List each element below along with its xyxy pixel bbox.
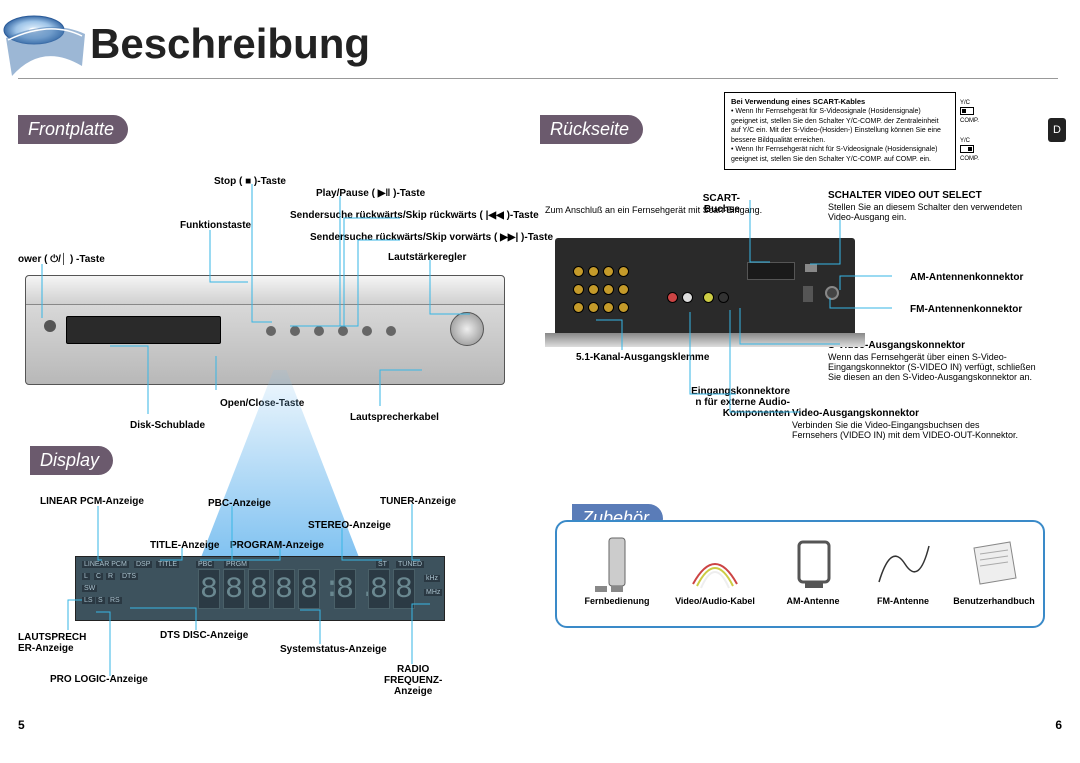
lbl-playpause: Play/Pause ( ▶‖ )-Taste: [316, 188, 425, 199]
comp-2: COMP.: [960, 156, 979, 162]
speaker-terminals-1: [573, 266, 629, 277]
am-jack: [803, 286, 813, 302]
dlbl-program: PROGRAM-Anzeige: [230, 540, 324, 551]
dlbl-prologic: PRO LOGIC-Anzeige: [50, 674, 148, 685]
tag-st: ST: [376, 561, 389, 568]
acc-am-label: AM-Antenne: [773, 596, 853, 606]
dlbl-linearpcm: LINEAR PCM-Anzeige: [40, 496, 144, 507]
lbl-tray: Disk-Schublade: [130, 420, 205, 431]
tag-tuned: TUNED: [396, 561, 424, 568]
tag-prgm: PRGM: [224, 561, 249, 568]
rlbl-video-desc: Verbinden Sie die Video-Eingangsbuchsen …: [792, 420, 1022, 440]
acc-cable: Video/Audio-Kabel: [675, 534, 755, 606]
rlbl-am: AM-Antennenkonnektor: [910, 272, 1023, 283]
lbl-speaker: Lautsprecherkabel: [350, 412, 439, 423]
tag-r: R: [106, 573, 115, 580]
tag-ls: LS: [82, 597, 95, 604]
lbl-function: Funktionstaste: [180, 220, 251, 231]
scart-jack: [747, 262, 795, 280]
tag-pbc: PBC: [196, 561, 214, 568]
dlbl-stereo: STEREO-Anzeige: [308, 520, 391, 531]
tag-linearpcm: LINEAR PCM: [82, 561, 129, 568]
scart-note-title: Bei Verwendung eines SCART-Kables: [731, 97, 865, 106]
yc-1: Y/C: [960, 100, 970, 106]
rear-callouts: [540, 0, 1080, 470]
acc-manual-label: Benutzerhandbuch: [949, 596, 1039, 606]
display-panel: LINEAR PCM DSP TITLE PBC PRGM ST TUNED L…: [75, 556, 445, 621]
speaker-terminals-2: [573, 284, 629, 295]
yc-switch-1: Y/C COMP.: [960, 100, 979, 124]
page-number-right: 6: [1055, 718, 1062, 732]
lbl-stop: Stop ( ■ )-Taste: [214, 176, 286, 187]
pill-display: Display: [30, 446, 113, 475]
tag-khz: kHz: [424, 575, 440, 582]
acc-fm-label: FM-Antenne: [863, 596, 943, 606]
section-rear: Rückseite: [540, 115, 643, 144]
acc-remote: Fernbedienung: [577, 534, 657, 606]
aux-jacks: [667, 292, 693, 303]
lbl-skipback: Sendersuche rückwärts/Skip rückwärts ( |…: [290, 210, 539, 221]
video-jacks: [703, 292, 729, 303]
tag-dsp: DSP: [134, 561, 152, 568]
tag-dts: DTS: [120, 573, 138, 580]
yc-switch-2: Y/C COMP.: [960, 138, 979, 162]
rlbl-fm: FM-Antennenkonnektor: [910, 304, 1022, 315]
scart-note-b2: Wenn Ihr Fernsehgerät nicht für S-Videos…: [731, 146, 937, 162]
tag-c: C: [94, 573, 103, 580]
pill-front: Frontplatte: [18, 115, 128, 144]
fm-jack: [825, 286, 839, 300]
dlbl-lautsprech: LAUTSPRECH ER-Anzeige: [18, 632, 86, 654]
pill-rear: Rückseite: [540, 115, 643, 144]
section-display: Display: [30, 446, 113, 475]
acc-manual: Benutzerhandbuch: [949, 534, 1039, 606]
rlbl-switch-desc: Stellen Sie an diesem Schalter den verwe…: [828, 202, 1048, 222]
rlbl-kanal: 5.1-Kanal-Ausgangsklemme: [576, 352, 709, 363]
lbl-volume: Lautstärkeregler: [388, 252, 466, 263]
page-number-left: 5: [18, 718, 25, 732]
device-front-illustration: [25, 275, 505, 385]
tag-title: TITLE: [156, 561, 179, 568]
video-switch: [805, 264, 817, 272]
rlbl-scart-desc: Zum Anschluß an ein Fernsehgerät mit Sca…: [545, 205, 762, 215]
dlbl-title: TITLE-Anzeige: [150, 540, 219, 551]
language-tab: D: [1048, 118, 1066, 142]
comp-1: COMP.: [960, 118, 979, 124]
rlbl-svideo-desc: Wenn das Fernsehgerät über einen S-Video…: [828, 352, 1040, 382]
dlbl-radio: RADIO FREQUENZ- Anzeige: [384, 664, 442, 697]
rlbl-switch: SCHALTER VIDEO OUT SELECT: [828, 190, 982, 201]
accessories-box: Fernbedienung Video/Audio-Kabel AM-Anten…: [555, 520, 1045, 628]
lbl-skipfwd: Sendersuche rückwärts/Skip vorwärts ( ▶▶…: [310, 232, 553, 243]
dlbl-system: Systemstatus-Anzeige: [280, 644, 387, 655]
dlbl-dts: DTS DISC-Anzeige: [160, 630, 248, 641]
disc-tray: [66, 316, 221, 344]
front-buttons: [266, 326, 396, 336]
acc-cable-label: Video/Audio-Kabel: [675, 596, 755, 606]
tag-s: S: [96, 597, 105, 604]
tag-rs: RS: [108, 597, 122, 604]
rlbl-ext: Eingangskonnektore n für externe Audio- …: [680, 386, 790, 419]
scart-note-box: Bei Verwendung eines SCART-Kables • Wenn…: [724, 92, 956, 170]
scart-note-b1: Wenn Ihr Fernsehgerät für S-Videosignale…: [731, 108, 941, 143]
tag-l: L: [82, 573, 90, 580]
tag-mhz: MHz: [424, 589, 442, 596]
rlbl-video: Video-Ausgangskonnektor: [792, 408, 919, 419]
title-rule: [18, 78, 1058, 79]
device-rear-illustration: [555, 238, 855, 333]
acc-fm: FM-Antenne: [863, 534, 943, 606]
volume-knob: [450, 312, 484, 346]
tag-sw: SW: [82, 585, 97, 592]
acc-am: AM-Antenne: [773, 534, 853, 606]
power-btn: [44, 320, 56, 332]
page-title: Beschreibung: [90, 20, 370, 68]
yc-2: Y/C: [960, 138, 970, 144]
section-frontplate: Frontplatte: [18, 115, 128, 144]
acc-remote-label: Fernbedienung: [577, 596, 657, 606]
speaker-terminals-3: [573, 302, 629, 313]
lbl-power: ower ( ⏻/│ ) -Taste: [18, 254, 105, 265]
dlbl-pbc: PBC-Anzeige: [208, 498, 271, 509]
dlbl-tuner: TUNER-Anzeige: [380, 496, 456, 507]
seven-seg-digits: 88888:8.88: [198, 569, 415, 609]
